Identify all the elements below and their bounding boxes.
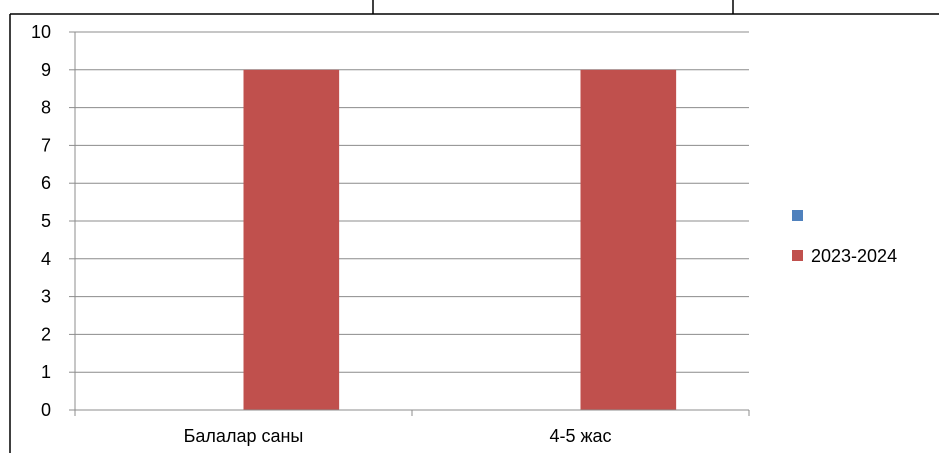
y-tick-labels: 0 1 2 3 4 5 6 7 8 9 10 xyxy=(31,22,51,420)
y-tick-label: 7 xyxy=(41,135,51,155)
legend: 2023-2024 xyxy=(792,210,897,266)
bar xyxy=(243,69,340,411)
y-tick-label: 6 xyxy=(41,173,51,193)
y-tick-label: 5 xyxy=(41,211,51,231)
y-tick-label: 4 xyxy=(41,249,51,269)
y-tick-label: 1 xyxy=(41,362,51,382)
legend-label: 2023-2024 xyxy=(811,246,897,266)
y-tick-label: 8 xyxy=(41,98,51,118)
x-category-labels: Балалар саны 4-5 жас xyxy=(184,426,612,446)
legend-swatch xyxy=(792,210,803,221)
y-tick-label: 9 xyxy=(41,60,51,80)
bars xyxy=(243,69,677,411)
x-category-label: 4-5 жас xyxy=(549,426,611,446)
y-tick-label: 2 xyxy=(41,324,51,344)
bar xyxy=(580,69,677,411)
y-tick-label: 10 xyxy=(31,22,51,42)
x-category-label: Балалар саны xyxy=(184,426,304,446)
legend-swatch xyxy=(792,250,803,261)
y-tick-label: 0 xyxy=(41,400,51,420)
axes xyxy=(69,31,750,416)
y-tick-label: 3 xyxy=(41,287,51,307)
